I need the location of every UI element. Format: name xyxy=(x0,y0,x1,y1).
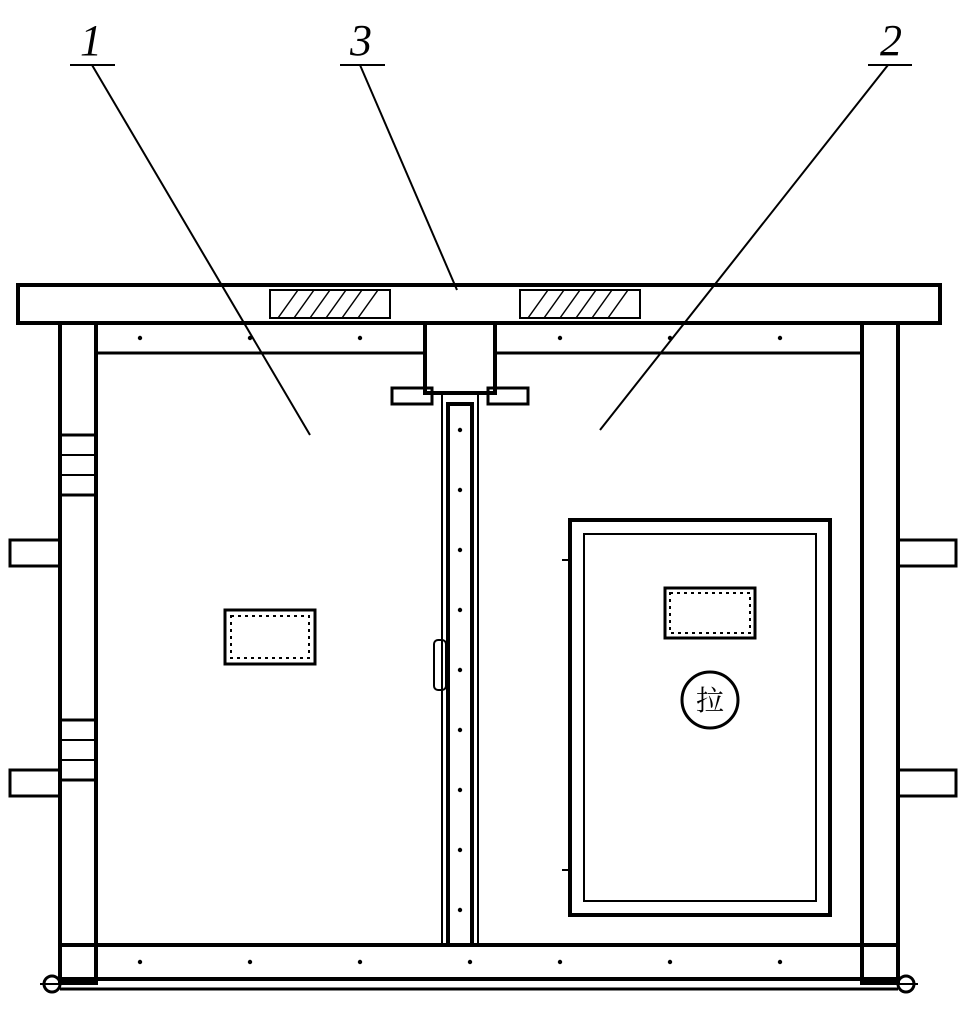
rivet-dot xyxy=(458,668,462,672)
rivet-dot xyxy=(358,960,362,964)
rivet-dot xyxy=(558,336,562,340)
rivet-dot xyxy=(778,960,782,964)
rivet-dot xyxy=(458,608,462,612)
rivet-dot xyxy=(468,960,472,964)
rivet-dot xyxy=(358,336,362,340)
label-1: 1 xyxy=(80,16,102,65)
inner-door: 拉 xyxy=(562,520,830,915)
rivet-dot xyxy=(458,908,462,912)
rivet-dot xyxy=(138,960,142,964)
rivet-dot xyxy=(458,428,462,432)
center-pillar-handle xyxy=(434,640,446,690)
rivet-dot xyxy=(248,336,252,340)
center-pillar xyxy=(448,404,472,945)
door-handle: 拉 xyxy=(682,672,738,728)
top-bar-outer xyxy=(18,285,940,323)
top-bar xyxy=(18,285,940,323)
rivet-dots xyxy=(138,336,782,964)
label-2: 2 xyxy=(880,16,902,65)
rivet-dot xyxy=(668,336,672,340)
rivet-dot xyxy=(458,848,462,852)
diagram-canvas: 1 3 2 xyxy=(0,0,972,1024)
door-handle-text: 拉 xyxy=(696,679,724,719)
leader-1 xyxy=(92,65,310,435)
right-post xyxy=(862,323,898,983)
rivet-dot xyxy=(458,788,462,792)
rivet-dot xyxy=(458,548,462,552)
center-top-block xyxy=(425,323,495,393)
rivet-dot xyxy=(248,960,252,964)
leader-3 xyxy=(360,65,457,290)
rivet-dot xyxy=(458,488,462,492)
label-3: 3 xyxy=(349,16,372,65)
side-stubs xyxy=(10,540,956,796)
panel-left xyxy=(96,353,442,945)
panel-right xyxy=(478,353,862,945)
inner-door-window xyxy=(665,588,755,638)
left-panel-window xyxy=(225,610,315,664)
rivet-dot xyxy=(558,960,562,964)
left-post-brackets xyxy=(60,435,96,780)
leader-2 xyxy=(600,65,888,430)
top-bar-hatch-right xyxy=(520,290,640,318)
bottom-bar xyxy=(60,945,898,979)
rivet-dot xyxy=(778,336,782,340)
rivet-dot xyxy=(668,960,672,964)
rivet-dot xyxy=(458,728,462,732)
top-bar-hatch-left xyxy=(270,290,390,318)
rivet-dot xyxy=(138,336,142,340)
left-post xyxy=(60,323,96,983)
